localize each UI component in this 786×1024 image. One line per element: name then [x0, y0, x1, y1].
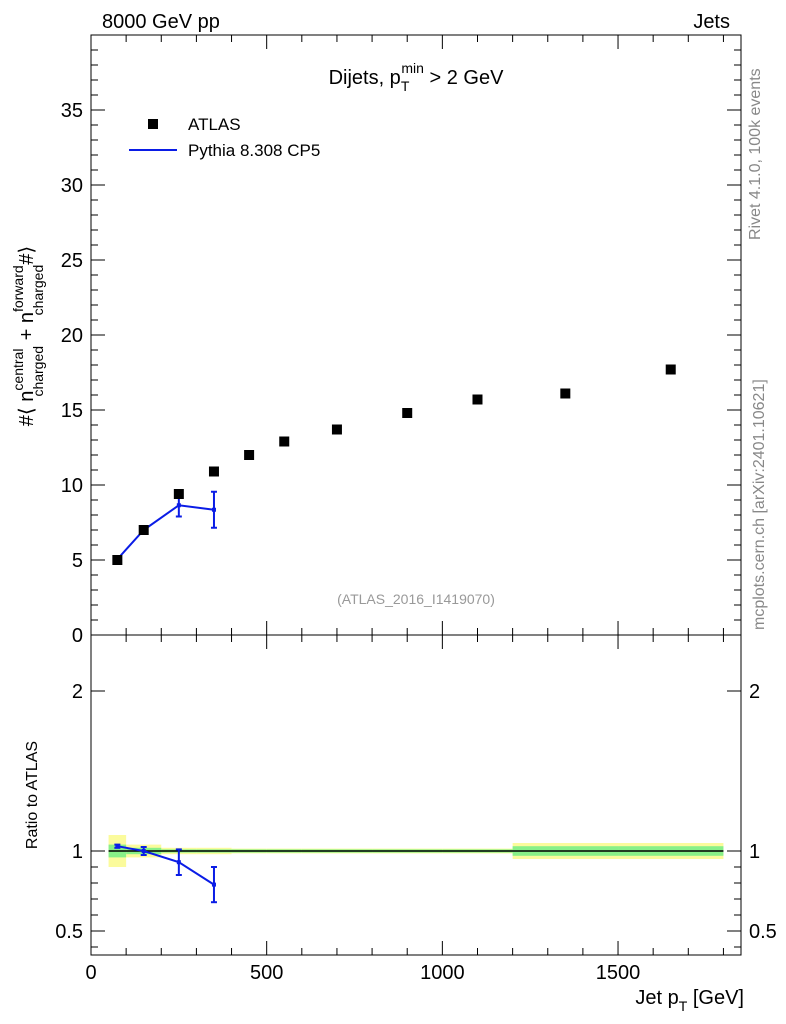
main-x-ticks	[90, 35, 724, 635]
ratio-xtick-label: 1000	[420, 962, 465, 984]
ratio-ytick-label-left: 2	[72, 681, 83, 703]
ratio-ytick-label-right: 2	[749, 681, 760, 703]
xlabel-pre: Jet p	[635, 987, 678, 1009]
ylabel-pre: #⟨ n	[16, 391, 38, 427]
main-panel: 0 5 10 15 20 25 30 35 Dijets, pTmin > 2 GeV ATL…	[61, 34, 742, 647]
ylabel-sup2: forward	[10, 265, 26, 312]
ratio-series	[114, 843, 217, 904]
ratio-xtick-label: 500	[250, 962, 283, 984]
main-y-label: #⟨ ncentral charged + nforward charged#⟩	[10, 246, 46, 426]
atlas-data-point	[112, 555, 123, 565]
pythia-point	[176, 503, 181, 508]
main-ytick-label: 10	[61, 475, 83, 497]
ratio-ytick-label-left: 1	[72, 841, 83, 863]
ylabel-sub2: charged	[30, 265, 46, 316]
ratio-y-label: Ratio to ATLAS	[24, 741, 41, 849]
x-axis-label: Jet pT [GeV]	[635, 987, 744, 1014]
ratio-panel: 0.5 0.5 1 1 2 2 0 500 1000 1500	[55, 634, 777, 984]
legend-label-pythia: Pythia 8.308 CP5	[188, 141, 320, 160]
title-sup: min	[401, 60, 424, 76]
title-sub: T	[401, 78, 410, 94]
main-ytick-label: 20	[61, 325, 83, 347]
atlas-data-point	[560, 388, 571, 399]
title-pre: Dijets, p	[329, 67, 401, 89]
ratio-ytick-label-left: 0.5	[55, 921, 83, 943]
pythia-ratio-line	[117, 845, 215, 886]
main-ytick-label: 25	[61, 250, 83, 272]
xlabel-sub: T	[679, 998, 688, 1014]
main-ytick-label: 0	[72, 625, 83, 647]
atlas-data-point	[472, 394, 483, 405]
ratio-ytick-label-right: 0.5	[749, 921, 777, 943]
ratio-frame	[90, 634, 742, 956]
ylabel-sup1: central	[10, 349, 26, 391]
atlas-data-point	[331, 424, 342, 435]
header-right: Jets	[693, 11, 730, 33]
ylabel-post: #⟩	[16, 246, 38, 265]
atlas-data-point	[279, 436, 290, 447]
atlas-data-point	[665, 364, 676, 375]
title-post: > 2 GeV	[424, 67, 504, 89]
header-left: 8000 GeV pp	[102, 11, 220, 33]
ratio-ytick-label-right: 1	[749, 841, 760, 863]
main-ytick-label: 15	[61, 400, 83, 422]
pythia-point	[211, 507, 216, 512]
pythia-ratio-point	[211, 882, 216, 887]
pythia-ratio-point	[115, 844, 120, 849]
atlas-data-point	[208, 466, 219, 477]
side-label-bottom: mcplots.cern.ch [arXiv:2401.10621]	[751, 379, 768, 630]
pythia-ratio-point	[176, 860, 181, 865]
ratio-y-ticks: 0.5 0.5 1 1 2 2	[55, 681, 777, 948]
main-y-ticks: 0 5 10 15 20 25 30 35	[61, 49, 741, 647]
xlabel-post: [GeV]	[687, 987, 744, 1009]
legend-label-atlas: ATLAS	[188, 115, 241, 134]
atlas-data-point	[402, 408, 413, 418]
pythia-ratio-point	[141, 849, 146, 853]
ratio-x-ticks: 0 500 1000 1500	[85, 635, 724, 984]
pythia-line	[116, 504, 215, 560]
main-title: Dijets, pTmin > 2 GeV	[329, 60, 505, 94]
legend: ATLAS Pythia 8.308 CP5	[129, 115, 320, 160]
main-ytick-label: 35	[61, 100, 83, 122]
atlas-data-point	[244, 450, 255, 460]
main-ytick-label: 5	[72, 550, 83, 572]
legend-marker-atlas	[148, 119, 158, 129]
ratio-xtick-label: 1500	[596, 962, 641, 984]
main-series	[112, 364, 676, 565]
side-label-top: Rivet 4.1.0, 100k events	[747, 68, 764, 240]
ratio-xtick-label: 0	[85, 962, 96, 984]
main-ytick-label: 30	[61, 175, 83, 197]
atlas-data-point	[138, 525, 149, 535]
ylabel-mid: + n	[16, 312, 38, 346]
analysis-tag: (ATLAS_2016_I1419070)	[337, 591, 495, 607]
ylabel-sub1: charged	[30, 346, 46, 397]
atlas-data-point	[173, 489, 184, 499]
